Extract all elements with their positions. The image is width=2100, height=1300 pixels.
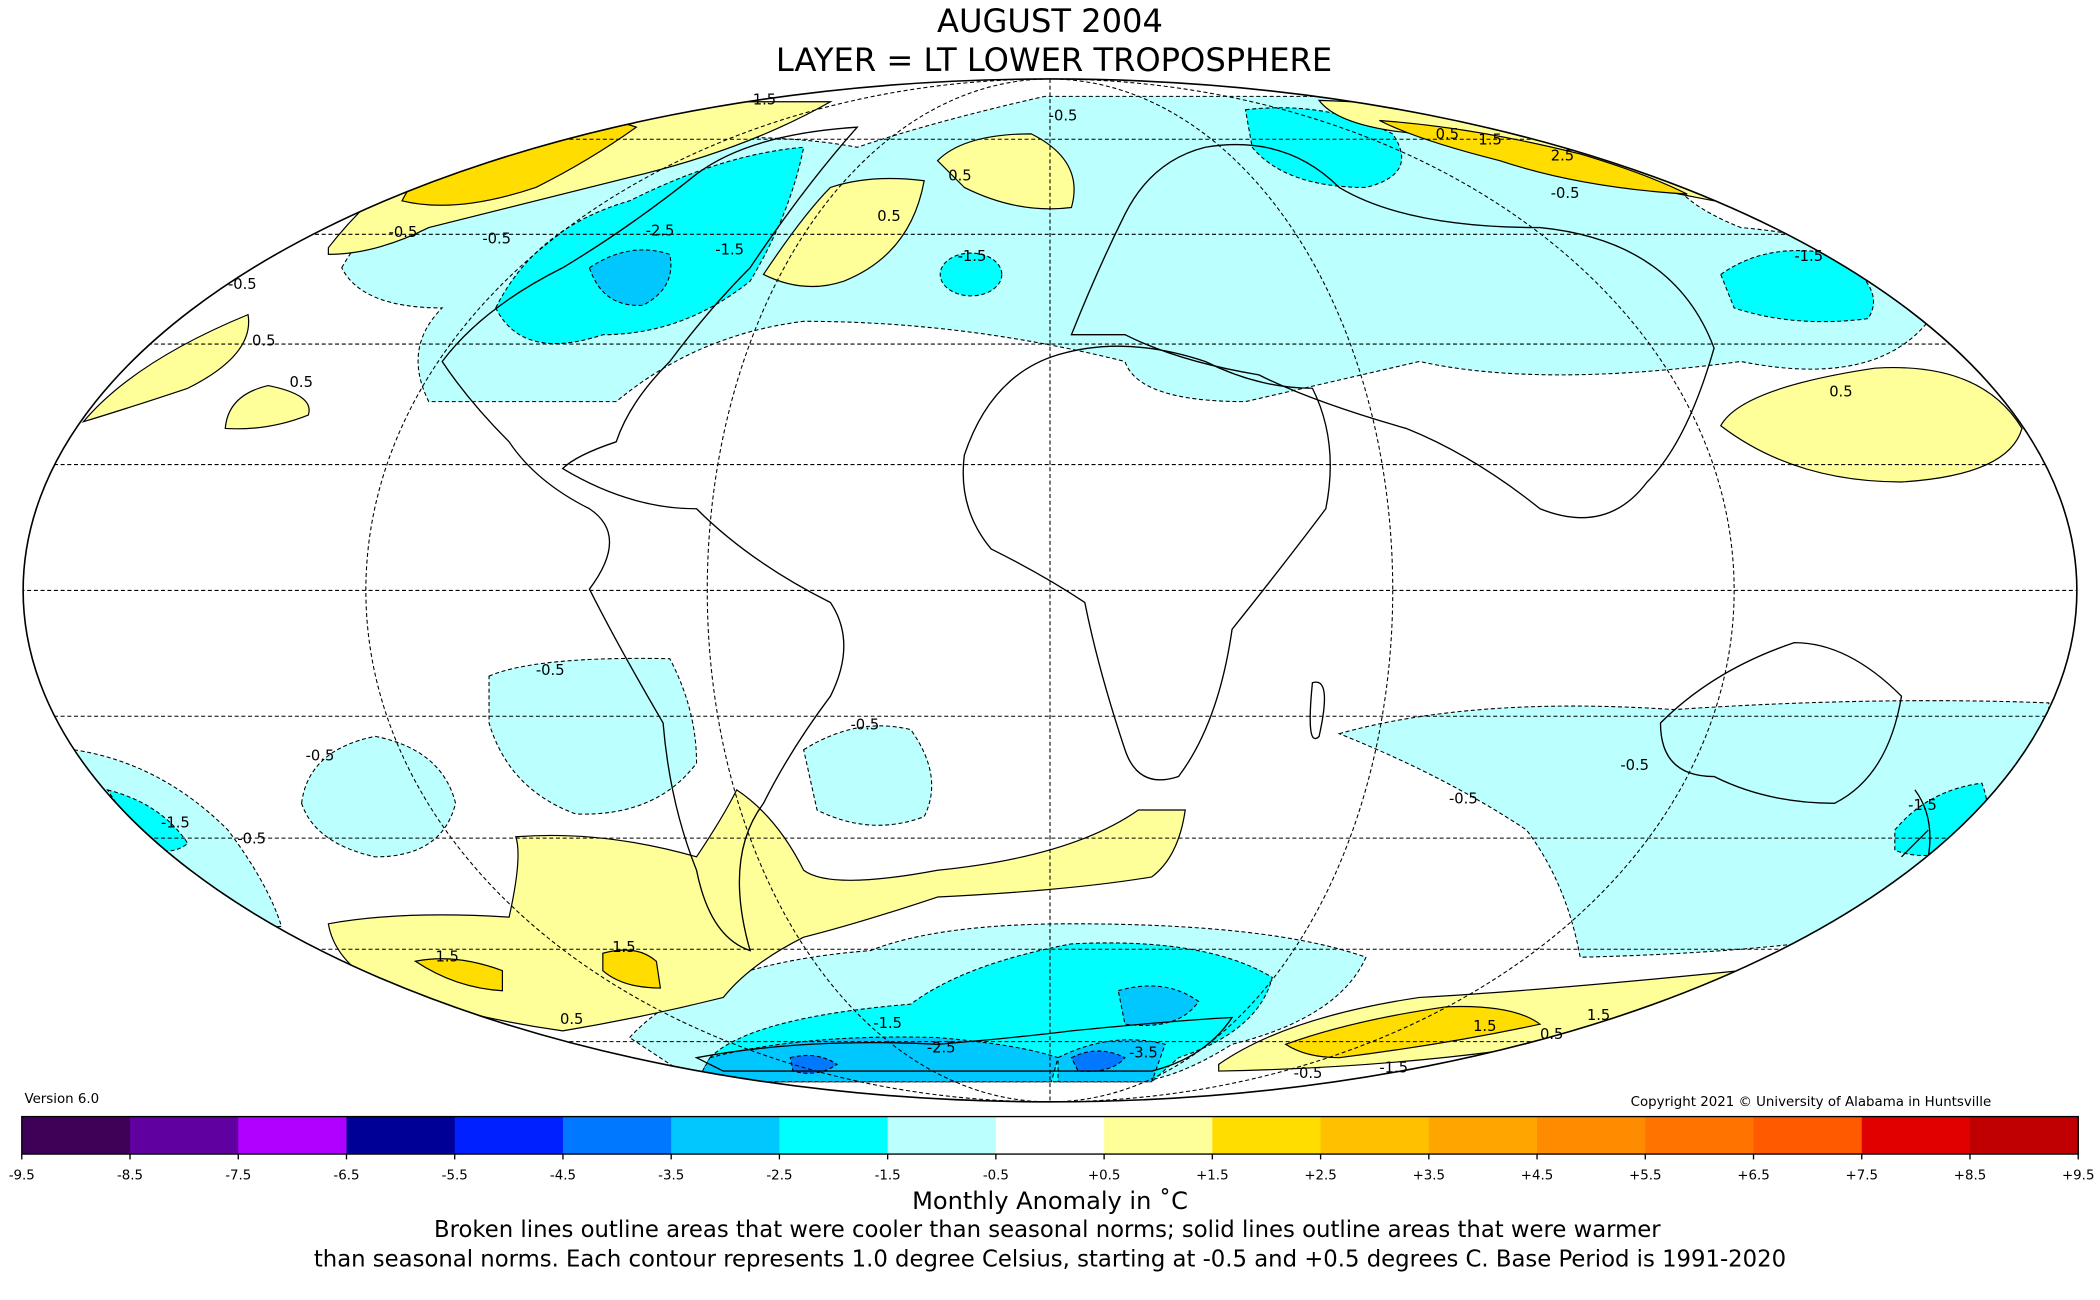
contour-label: 1.5 xyxy=(612,939,635,956)
copyright-label: Copyright 2021 © University of Alabama i… xyxy=(1631,1095,1992,1110)
colorbar-swatch xyxy=(779,1116,889,1155)
colorbar-tick-label: +7.5 xyxy=(1846,1169,1878,1184)
colorbar-tick-label: -2.5 xyxy=(766,1169,792,1184)
contour-label: 0.5 xyxy=(290,374,313,391)
colorbar-swatch xyxy=(1969,1116,2079,1155)
contour-label: 1.5 xyxy=(1478,132,1501,149)
colorbar-swatch xyxy=(887,1116,997,1155)
contour-label: -1.5 xyxy=(1794,248,1823,265)
title-line-2: LAYER = LT LOWER TROPOSPHERE xyxy=(776,41,1332,79)
contour-label: -0.5 xyxy=(1294,1065,1323,1082)
colorbar-swatch xyxy=(1537,1116,1646,1155)
contour-label: 1.5 xyxy=(435,948,458,965)
colorbar-tick-label: +8.5 xyxy=(1954,1169,1986,1184)
colorbar-swatch xyxy=(671,1116,781,1155)
colorbar-tick-label: +4.5 xyxy=(1521,1169,1553,1184)
colorbar-swatch xyxy=(21,1116,131,1155)
colorbar-tick-label: +2.5 xyxy=(1304,1169,1336,1184)
colorbar-swatch xyxy=(454,1116,564,1155)
contour-label: -1.5 xyxy=(1908,797,1937,814)
contour-label: 0.5 xyxy=(948,168,971,185)
colorbar-tick-label: -6.5 xyxy=(333,1169,359,1184)
colorbar-swatch xyxy=(1212,1116,1322,1155)
colorbar-tick-label: +1.5 xyxy=(1196,1169,1228,1184)
colorbar-swatch xyxy=(130,1116,239,1155)
colorbar-tick-label: -9.5 xyxy=(9,1169,35,1184)
deep-blue-regions xyxy=(789,1050,1126,1074)
colorbar-swatch xyxy=(562,1116,672,1155)
contour-label: 0.5 xyxy=(1540,1026,1563,1043)
caption-line-2: than seasonal norms. Each contour repres… xyxy=(314,1247,1786,1273)
contour-label: -0.5 xyxy=(1449,790,1478,807)
contour-label: -1.5 xyxy=(1379,1059,1408,1076)
colorbar-tick-label: +9.5 xyxy=(2062,1169,2094,1184)
colorbar-border xyxy=(21,1115,2079,1155)
colorbar-swatch xyxy=(1320,1116,1430,1155)
contour-label: -3.5 xyxy=(1129,1045,1158,1062)
contour-label: 0.5 xyxy=(1436,126,1459,143)
colorbar-label: Monthly Anomaly in ˚C xyxy=(912,1187,1188,1215)
colorbar-tick-label: -7.5 xyxy=(225,1169,251,1184)
colorbar-swatch xyxy=(1753,1116,1863,1155)
colorbar-tick-label: -0.5 xyxy=(983,1169,1009,1184)
colorbar-swatch xyxy=(1645,1116,1755,1155)
caption-line-1: Broken lines outline areas that were coo… xyxy=(434,1217,1661,1243)
contour-label: -1.5 xyxy=(958,248,987,265)
contour-label: 0.5 xyxy=(252,332,275,349)
colorbar-swatch xyxy=(995,1116,1105,1155)
contour-label: -1.5 xyxy=(715,241,744,258)
contour-labels: 1.5 -0.5 0.5 -2.5 1.5 0.5 -0.5 0.5 -1.5 … xyxy=(161,91,1937,1081)
contour-label: 1.5 xyxy=(1473,1018,1496,1035)
colorbar-swatch xyxy=(238,1116,348,1155)
contour-label: -2.5 xyxy=(646,223,675,240)
colorbar-tick-label: -1.5 xyxy=(875,1169,901,1184)
contour-label: 1.5 xyxy=(753,91,776,108)
colorbar-tick-label: -3.5 xyxy=(658,1169,684,1184)
colorbar-swatch xyxy=(1104,1116,1214,1155)
contour-label: -2.5 xyxy=(927,1039,956,1056)
contour-label: -0.5 xyxy=(851,717,880,734)
contour-label: -0.5 xyxy=(482,231,511,248)
colorbar-tick-label: -8.5 xyxy=(117,1169,143,1184)
contour-label: 0.5 xyxy=(560,1011,583,1028)
contour-label: 0.5 xyxy=(877,208,900,225)
colorbar-swatch xyxy=(1861,1116,1971,1155)
contour-label: -0.5 xyxy=(306,747,335,764)
colorbar-tick-label: -5.5 xyxy=(442,1169,468,1184)
map-border xyxy=(22,78,2078,1103)
contour-label: -0.5 xyxy=(536,662,565,679)
contour-label: -1.5 xyxy=(161,814,190,831)
colorbar-tick-label: -4.5 xyxy=(550,1169,576,1184)
version-label: Version 6.0 xyxy=(24,1092,99,1107)
colorbar-tick-label: +3.5 xyxy=(1413,1169,1445,1184)
colorbar-swatch xyxy=(1428,1116,1538,1155)
contour-label: -1.5 xyxy=(873,1015,902,1032)
colorbar-swatch xyxy=(346,1116,456,1155)
contour-label: -0.5 xyxy=(1551,185,1580,202)
contour-label: -0.5 xyxy=(1049,107,1078,124)
colorbar: -9.5 -8.5 -7.5 -6.5 -5.5 -4.5 -3.5 -2.5 -1.5 -0.5… xyxy=(9,1115,2094,1184)
title-line-1: AUGUST 2004 xyxy=(937,2,1163,40)
contour-label: -0.5 xyxy=(228,276,257,293)
colorbar-tick-label: +5.5 xyxy=(1629,1169,1661,1184)
colorbar-tick-label: +6.5 xyxy=(1737,1169,1769,1184)
contour-label: 2.5 xyxy=(1551,148,1574,165)
contour-label: 1.5 xyxy=(1587,1007,1610,1024)
contour-label: 0.5 xyxy=(1829,383,1852,400)
contour-label: -0.5 xyxy=(389,224,418,241)
contour-label: -0.5 xyxy=(237,830,266,847)
contour-label: -0.5 xyxy=(1620,757,1649,774)
colorbar-tick-label: +0.5 xyxy=(1088,1169,1120,1184)
coastlines xyxy=(441,126,1931,1072)
